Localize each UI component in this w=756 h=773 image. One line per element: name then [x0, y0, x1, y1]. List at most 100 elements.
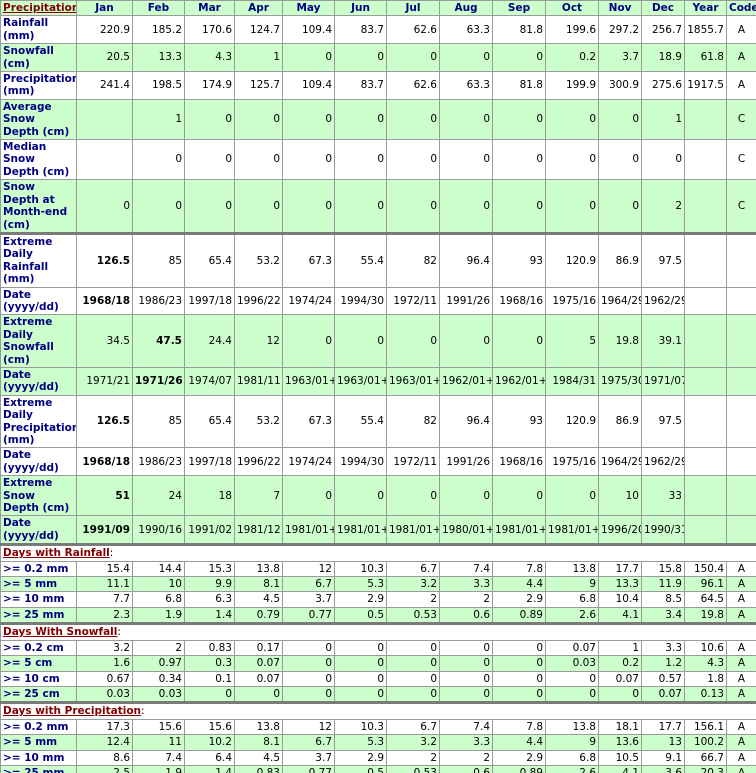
cell: 20.3	[684, 764, 727, 773]
header-row: Precipitation:JanFebMarAprMayJunJulAugSe…	[0, 0, 756, 17]
cell: 100.2	[684, 734, 727, 751]
cell: 0	[334, 475, 387, 517]
cell: 1974/24	[282, 286, 335, 316]
cell	[684, 286, 727, 316]
cell: 51	[76, 475, 133, 517]
row-label: Extreme Daily Snowfall (cm)	[0, 314, 77, 368]
cell: 6.8	[545, 591, 599, 608]
cell: 0.97	[132, 655, 185, 672]
cell: 83.7	[334, 15, 387, 45]
cell: 1990/16	[132, 515, 185, 546]
cell: 11	[132, 734, 185, 751]
cell: 0	[439, 43, 493, 73]
cell	[726, 231, 756, 288]
cell	[726, 286, 756, 316]
cell: 0	[132, 179, 185, 234]
cell: 81.8	[492, 15, 546, 45]
cell: 0	[334, 139, 387, 181]
data-row: Extreme Snow Depth (cm) 51 24 18 7 0 0 0 0 0 0 10 33	[0, 475, 756, 517]
cell: 0.89	[492, 606, 546, 625]
header-label: Precipitation:	[0, 0, 77, 17]
cell: 3.7	[282, 749, 335, 766]
cell	[76, 98, 133, 141]
cell: 1972/11	[386, 286, 440, 316]
cell: 15.3	[184, 560, 235, 578]
cell: 1.9	[132, 764, 185, 773]
cell: 0	[439, 670, 493, 687]
cell: 24	[132, 475, 185, 517]
cell: 0	[492, 179, 546, 234]
cell: 85	[132, 394, 185, 449]
cell: 1.2	[641, 655, 685, 672]
cell: 1981/01+	[492, 515, 546, 546]
cell: 199.9	[545, 71, 599, 100]
cell: 0.89	[492, 764, 546, 773]
cell: 1963/01+	[334, 366, 387, 396]
cell: 4.4	[492, 576, 546, 593]
cell: 1968/16	[492, 447, 546, 477]
cell: 0	[334, 685, 387, 704]
cell: 0	[386, 655, 440, 672]
cell: 2.6	[545, 606, 599, 625]
section-link[interactable]: Days with Precipitation	[3, 705, 142, 718]
cell	[684, 394, 727, 449]
cell: 170.6	[184, 15, 235, 45]
cell: 1964/29	[598, 286, 642, 316]
data-row: >= 5 mm 12.4 11 10.2 8.1 6.7 5.3 3.2 3.3 4.4 9 13.6…	[0, 734, 756, 751]
cell: 0	[439, 639, 493, 657]
cell: 1964/29	[598, 447, 642, 477]
cell: 2	[439, 749, 493, 766]
cell: A	[726, 15, 756, 45]
cell: 0	[439, 139, 493, 181]
cell: 0	[492, 475, 546, 517]
cell: 0.83	[234, 764, 283, 773]
cell: 1991/26	[439, 286, 493, 316]
section-link[interactable]: Days with Rainfall	[3, 547, 110, 560]
cell	[726, 515, 756, 546]
section-separator: :	[117, 626, 121, 639]
cell	[684, 314, 727, 368]
cell: 2.6	[545, 764, 599, 773]
cell	[76, 139, 133, 181]
cell: 15.8	[641, 560, 685, 578]
cell: A	[726, 764, 756, 773]
cell: 13.3	[598, 576, 642, 593]
cell: A	[726, 685, 756, 704]
cell: 7.4	[439, 718, 493, 736]
section-title: Days With Snowfall:	[0, 622, 756, 641]
cell: 1997/18	[184, 447, 235, 477]
cell: 120.9	[545, 231, 599, 288]
cell: 0	[282, 639, 335, 657]
cell: 13.8	[234, 560, 283, 578]
section-link[interactable]: Days With Snowfall	[3, 626, 118, 639]
cell: 0.53	[386, 606, 440, 625]
cell: 11.9	[641, 576, 685, 593]
cell: 81.8	[492, 71, 546, 100]
cell: 1991/09	[76, 515, 133, 546]
header-link[interactable]: Precipitation	[3, 2, 77, 14]
cell: 0.5	[334, 764, 387, 773]
cell: 1996/22	[234, 447, 283, 477]
cell: 0.5	[334, 606, 387, 625]
cell: 63.3	[439, 15, 493, 45]
data-row: Extreme Daily Snowfall (cm) 34.5 47.5 24.4 1…	[0, 314, 756, 368]
data-row: >= 10 mm 7.7 6.8 6.3 4.5 3.7 2.9 2 2 2.9 6.8 10.4 8.…	[0, 591, 756, 608]
row-label: >= 10 cm	[0, 670, 77, 687]
cell: 1986/23	[132, 286, 185, 316]
row-label: >= 10 mm	[0, 591, 77, 608]
cell: 10	[598, 475, 642, 517]
cell: 0	[334, 179, 387, 234]
data-row: Median Snow Depth (cm) 0 0 0 0 0 0 0 0 0 0 0 C	[0, 139, 756, 181]
cell: 18	[184, 475, 235, 517]
data-row: >= 10 cm 0.67 0.34 0.1 0.07 0 0 0 0 0 0 0.07 0.57 1.8…	[0, 670, 756, 687]
cell: 55.4	[334, 394, 387, 449]
cell: 1981/01+	[282, 515, 335, 546]
cell: 241.4	[76, 71, 133, 100]
cell: 3.4	[641, 606, 685, 625]
column-header: Year	[684, 0, 727, 17]
cell: 1962/29	[641, 447, 685, 477]
cell: 9.1	[641, 749, 685, 766]
cell: 7.4	[132, 749, 185, 766]
cell: 14.4	[132, 560, 185, 578]
cell: 34.5	[76, 314, 133, 368]
